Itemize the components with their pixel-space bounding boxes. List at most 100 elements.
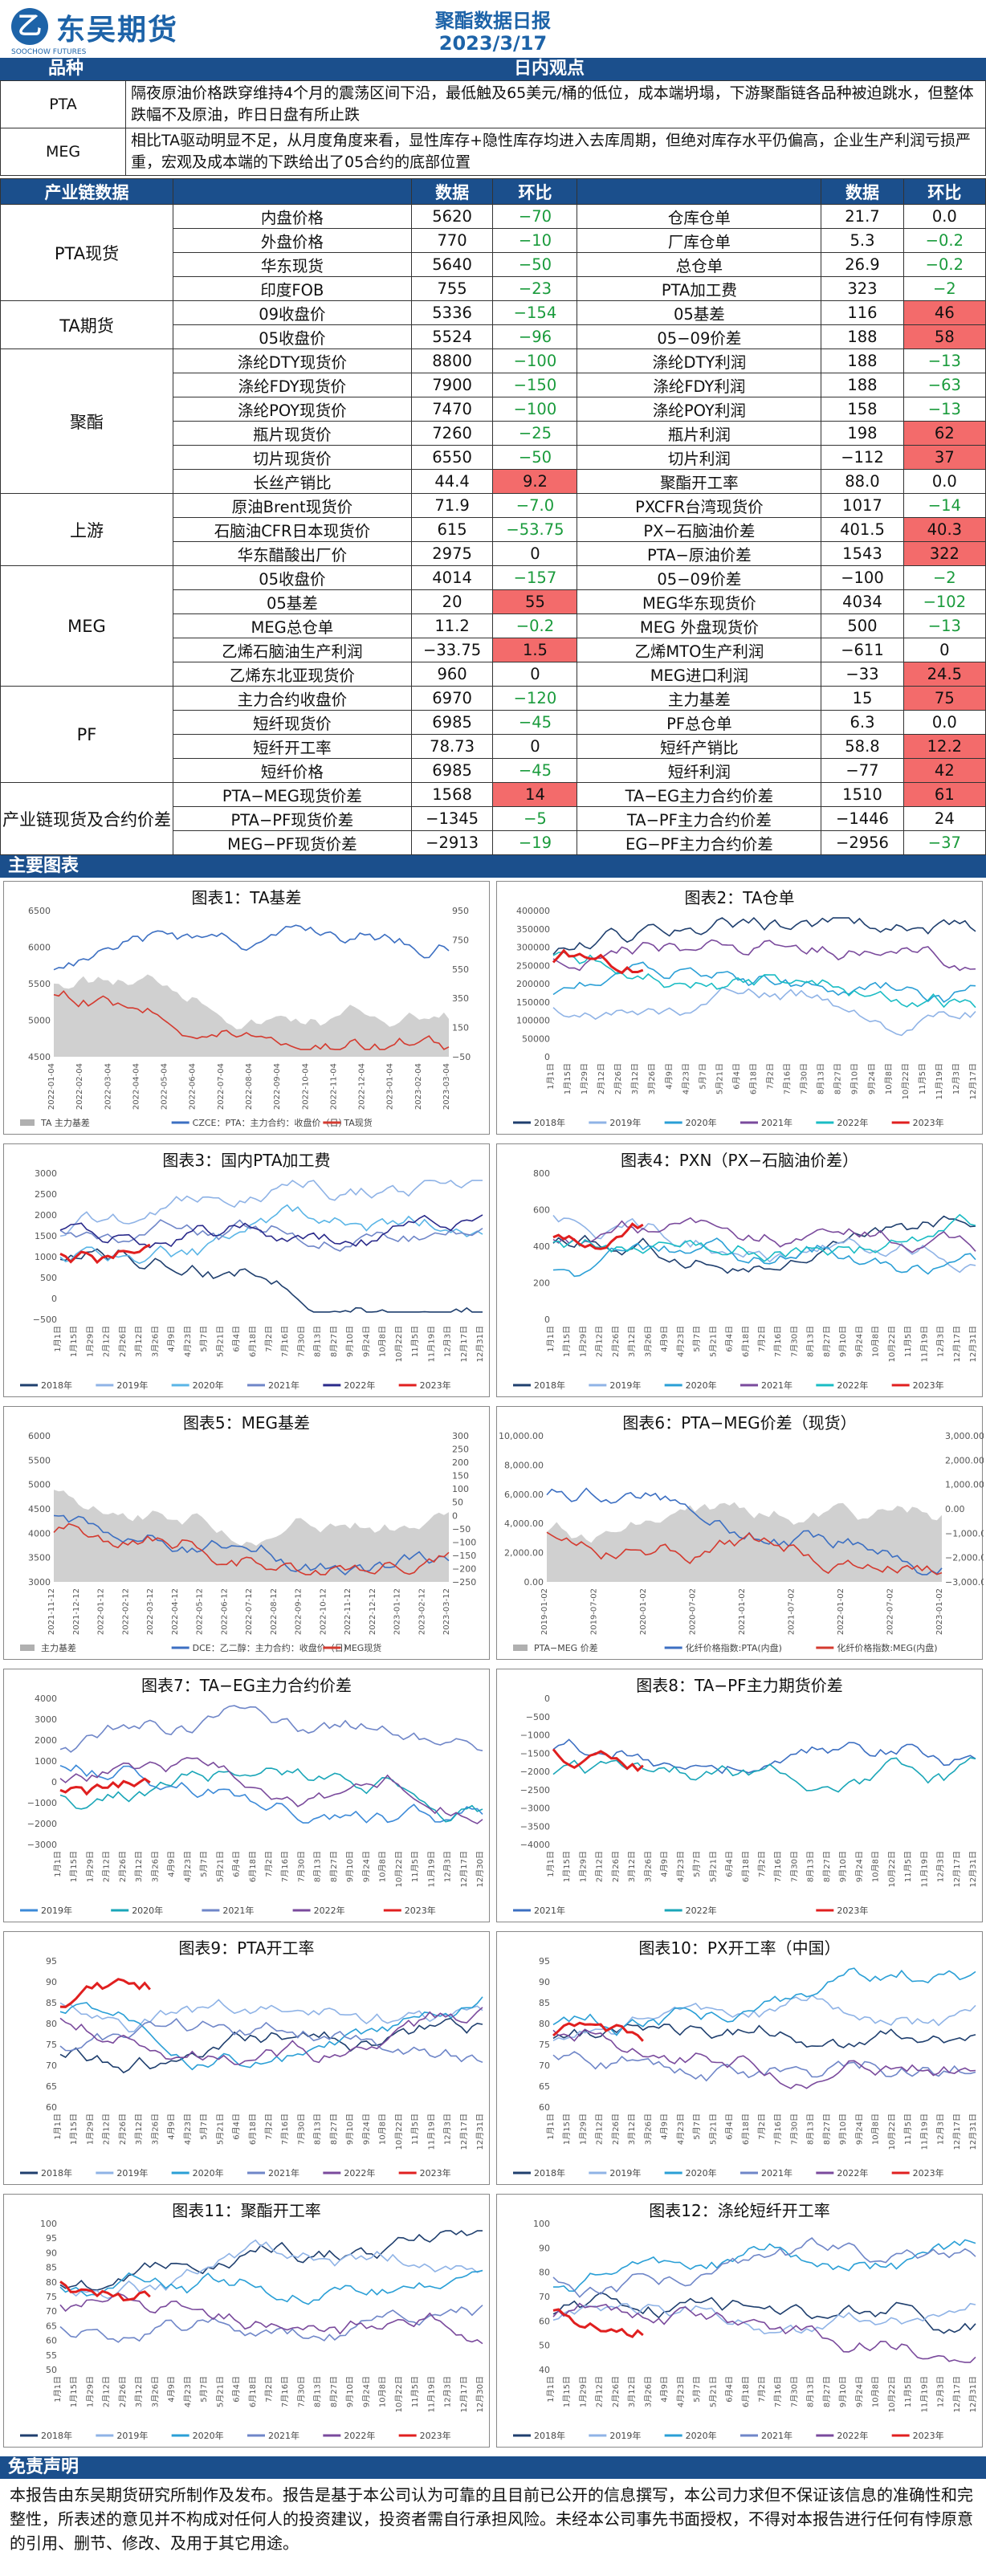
x-tick-label: 11月19日 <box>426 1851 436 1887</box>
company-name-en: SOOCHOW FUTURES <box>11 48 87 56</box>
y-tick-label: 5500 <box>28 979 51 989</box>
series-line <box>552 1748 644 1772</box>
metric-value-2: 1543 <box>821 541 904 566</box>
x-tick-label: 6月4日 <box>725 1851 735 1877</box>
metric-name: 长丝产销比 <box>173 469 412 494</box>
metric-change: 14 <box>492 782 578 807</box>
y-tick-label: 80 <box>539 2019 550 2029</box>
metric-name-2: MEG 外盘现货价 <box>577 613 822 638</box>
x-tick-label: 5月7日 <box>199 2113 209 2140</box>
y-tick-label: 5000 <box>28 1480 51 1490</box>
y-tick-label: 2000 <box>35 1735 57 1746</box>
x-tick-label: 11月19日 <box>919 1851 929 1887</box>
x-tick-label: 7月2日 <box>766 1063 776 1090</box>
y-tick-label: 60 <box>46 2102 57 2113</box>
x-tick-label: 7月2日 <box>757 1326 767 1352</box>
x-tick-label: 2022-07-12 <box>245 1588 254 1635</box>
x-tick-label: 5月21日 <box>708 1851 718 1882</box>
x-tick-label: 10月22日 <box>394 2113 404 2150</box>
chart-title: 图表1：TA基差 <box>191 888 302 907</box>
x-tick-label: 1月1日 <box>53 2113 63 2140</box>
x-tick-label: 8月27日 <box>329 2376 339 2407</box>
x-tick-label: 6月18日 <box>248 2113 258 2145</box>
metric-change: −150 <box>492 373 578 397</box>
x-tick-label: 2月12日 <box>102 2113 112 2145</box>
y-tick-label: 350000 <box>516 924 550 935</box>
view-label: PTA <box>0 80 126 128</box>
metric-change-2: 322 <box>902 541 986 566</box>
legend-label: 化纤价格指数:PTA(内盘) <box>686 1642 782 1653</box>
chart-title: 图表4：PXN（PX−石脑油价差） <box>621 1151 858 1170</box>
x-tick-label: 5月21日 <box>708 2376 718 2407</box>
x-tick-label: 2022-09-12 <box>295 1588 304 1635</box>
x-tick-label: 2023-01-04 <box>386 1063 395 1110</box>
legend-label: 2020年 <box>686 1117 717 1128</box>
metric-change-2: 75 <box>902 686 986 711</box>
x-tick-label: 7月30日 <box>789 2376 799 2407</box>
x-tick-label: 6月4日 <box>725 1326 735 1352</box>
y2-tick-label: 1,000.00 <box>945 1480 984 1490</box>
table-row: 石脑油CFR日本现货价 615 −53.75 PX−石脑油价差 401.5 40.3 <box>1 517 986 542</box>
x-tick-label: 3月12日 <box>627 2113 637 2145</box>
chart-8: 图表8：TA−PF主力期货价差 0 −500 −1000 −1500 −2000 −2500… <box>496 1669 983 1922</box>
metric-value-2: 15 <box>821 686 904 711</box>
metric-value-2: 188 <box>821 324 904 349</box>
legend-label: 主力基差 <box>41 1642 76 1653</box>
series-line <box>59 2305 483 2343</box>
metric-name: 涤纶FDY现货价 <box>173 373 412 397</box>
metric-name-2: PTA−原油价差 <box>577 541 822 566</box>
x-tick-label: 12月17日 <box>952 1326 962 1362</box>
x-tick-label: 6月4日 <box>731 1063 741 1090</box>
x-tick-label: 2022-01-04 <box>47 1063 56 1110</box>
report-title: 聚酯数据日报 <box>435 10 551 32</box>
x-tick-label: 9月24日 <box>854 2376 864 2407</box>
legend-label: 2019年 <box>41 1905 72 1916</box>
metric-name-2: 涤纶POY利润 <box>577 397 822 422</box>
x-tick-label: 11月5日 <box>903 2113 913 2145</box>
x-tick-label: 7月16日 <box>773 1851 783 1882</box>
x-tick-label: 2019-07-02 <box>590 1588 599 1635</box>
x-tick-label: 2023-03-04 <box>442 1063 451 1110</box>
x-tick-label: 3月12日 <box>627 1326 637 1357</box>
group-label: PF <box>0 686 173 783</box>
metric-change: −154 <box>492 300 578 325</box>
y-tick-label: 6,000.00 <box>504 1490 544 1500</box>
x-tick-label: 12月31日 <box>968 2113 978 2150</box>
x-tick-label: 2022-09-04 <box>273 1063 282 1110</box>
y2-tick-label: −100 <box>452 1537 476 1547</box>
y2-tick-label: 550 <box>452 964 469 975</box>
chart-title: 图表10：PX开工率（中国） <box>638 1938 841 1958</box>
x-tick-label: 3月26日 <box>150 2376 160 2407</box>
x-tick-label: 9月24日 <box>854 1851 864 1882</box>
y-tick-label: 85 <box>539 1998 550 2008</box>
metric-change-2: 61 <box>902 782 986 807</box>
x-tick-label: 2月26日 <box>118 2113 128 2145</box>
series-line <box>552 1222 644 1250</box>
x-tick-label: 6月18日 <box>748 1063 758 1094</box>
metric-change: −23 <box>492 276 578 301</box>
chart-5: 图表5：MEG基差 6000 5500 5000 4500 4000 3500 3000 300… <box>3 1406 490 1660</box>
x-tick-label: 12月31日 <box>475 1326 485 1362</box>
value-header: 数据 <box>410 178 494 205</box>
x-tick-label: 12月17日 <box>952 1851 962 1887</box>
legend-label: 2021年 <box>222 1905 254 1916</box>
y-tick-label: 0.00 <box>524 1577 544 1588</box>
x-tick-label: 1月1日 <box>53 1851 63 1877</box>
series-line <box>552 916 976 956</box>
metric-change: −50 <box>492 445 578 470</box>
metric-change: 0 <box>492 541 578 566</box>
series-line <box>552 1213 976 1262</box>
y-tick-label: 600 <box>533 1205 550 1216</box>
y-tick-label: 150000 <box>516 997 550 1008</box>
metric-change-2: 46 <box>902 300 986 325</box>
x-tick-label: 2月26日 <box>611 2376 621 2407</box>
metric-header <box>173 178 412 205</box>
x-tick-label: 10月8日 <box>378 2113 388 2145</box>
metric-change-2: 62 <box>902 421 986 446</box>
metric-change-2: −13 <box>902 613 986 638</box>
legend-swatch <box>513 1645 528 1651</box>
x-tick-label: 2月26日 <box>613 1063 623 1094</box>
series-line <box>552 2051 976 2082</box>
metric-change-2: 24 <box>902 806 986 831</box>
